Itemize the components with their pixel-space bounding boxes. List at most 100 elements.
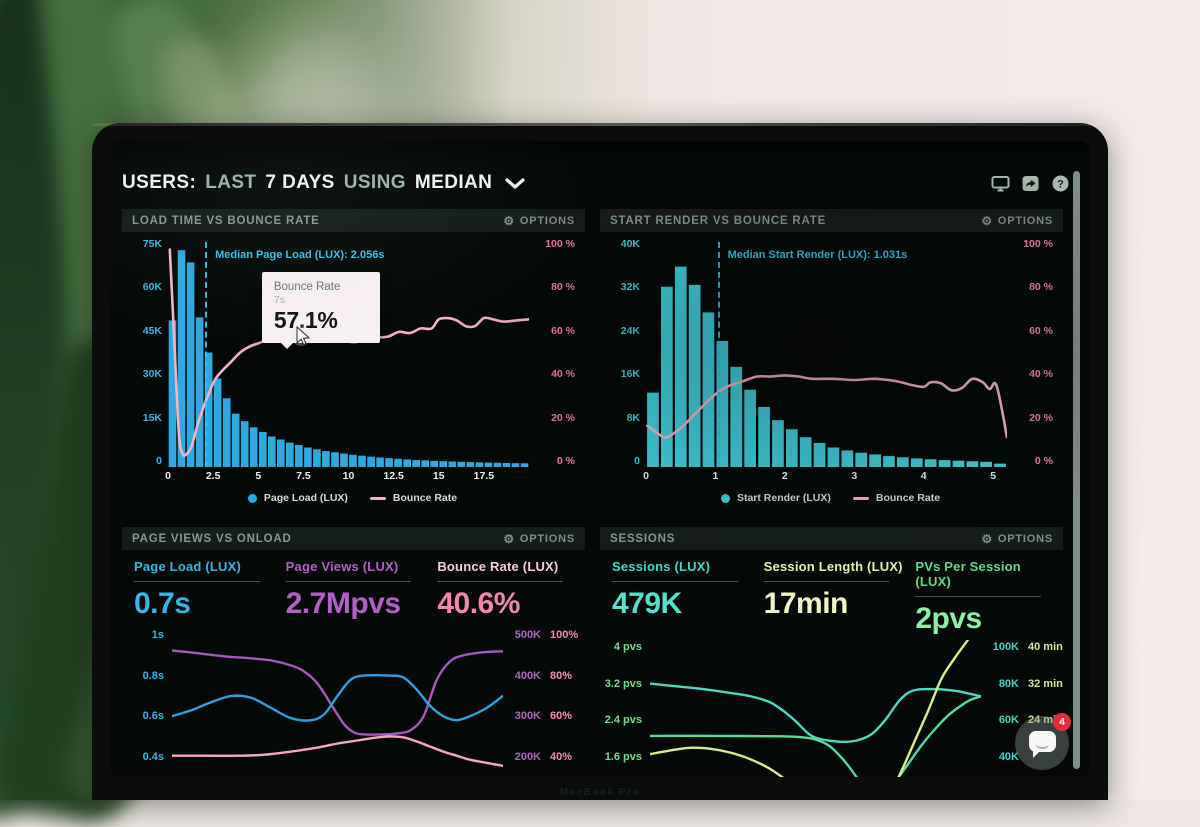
chart-tooltip: Bounce Rate 7s 57.1% <box>261 272 380 350</box>
metric-label: Page Views (LUX) <box>285 559 399 574</box>
median-label: Median Start Render (LUX): 1.031s <box>727 249 908 261</box>
legend-label: Start Render (LUX) <box>736 492 831 504</box>
legend-item: Start Render (LUX) <box>720 492 831 504</box>
metrics-row: Page Load (LUX) 0.7s Page Views (LUX) 2.7Mp… <box>122 550 585 625</box>
axis-value: 500K <box>514 629 541 642</box>
chart-plot[interactable] <box>650 640 981 777</box>
panel-page-views-vs-onload: PAGE VIEWS VS ONLOAD ⚙ OPTIONS Page Load… <box>122 527 585 777</box>
svg-text:?: ? <box>1057 178 1064 190</box>
x-axis-label: 2.5 <box>205 470 221 482</box>
y-axis-label: 200K 40% <box>507 751 572 763</box>
title-users: USERS: <box>122 172 197 193</box>
axis-value: 80% <box>550 669 573 682</box>
axis-value: 300K <box>514 710 541 723</box>
y-axis-label: 20 % <box>551 411 575 424</box>
x-axis-label: 10 <box>342 470 355 482</box>
y-axis-label: 300K 60% <box>507 710 572 722</box>
x-axis-label: 12.5 <box>383 470 404 482</box>
x-axis-label: 5 <box>255 470 262 482</box>
axis-value: 100% <box>550 629 579 642</box>
y-axis-label: 40 % <box>1029 368 1053 381</box>
metric: PVs Per Session (LUX) 2pvs <box>915 559 1057 636</box>
metric-value: 17min <box>763 587 849 620</box>
median-label: Median Page Load (LUX): 2.056s <box>215 249 385 261</box>
options-label: OPTIONS <box>997 214 1053 227</box>
y-axis-label: 24K <box>620 324 640 337</box>
metric: Page Views (LUX) 2.7Mpvs <box>285 559 428 625</box>
legend-item: Page Load (LUX) <box>247 492 348 504</box>
title-using: USING <box>343 172 406 193</box>
options-button[interactable]: ⚙ OPTIONS <box>503 533 575 545</box>
options-label: OPTIONS <box>519 214 575 227</box>
x-axis-label: 0 <box>165 470 171 482</box>
y-axis-label: 4 pvs <box>613 640 642 653</box>
axis-value: 40% <box>550 750 573 763</box>
options-button[interactable]: ⚙ OPTIONS <box>981 215 1053 227</box>
left-axis: 4 pvs 3.2 pvs 2.4 pvs 1.6 pvs <box>600 640 650 777</box>
chart-legend: Page Load (LUX) Bounce Rate <box>124 485 581 511</box>
options-button[interactable]: ⚙ OPTIONS <box>503 215 575 227</box>
x-axis-label: 1 <box>712 470 719 482</box>
page-views-chart: 1s 0.8s 0.6s 0.4s 500K 100% 400K 80% 300K 60% 200… <box>122 625 585 777</box>
y-axis-label: 0.4s <box>142 750 164 763</box>
metric-value: 40.6% <box>437 587 520 620</box>
options-label: OPTIONS <box>997 532 1053 545</box>
panel-title: SESSIONS <box>610 532 676 545</box>
panel-header: START RENDER VS BOUNCE RATE ⚙ OPTIONS <box>600 209 1063 232</box>
legend-item: Bounce Rate <box>852 492 940 504</box>
y-axis-label: 400K 80% <box>507 670 572 682</box>
metric-underline <box>134 581 260 582</box>
chat-widget-button[interactable]: 4 <box>1015 713 1071 770</box>
users-scope-dropdown[interactable]: USERS: LAST 7 DAYS USING MEDIAN <box>122 171 525 196</box>
help-icon[interactable]: ? <box>1051 175 1070 192</box>
panel-sessions: SESSIONS ⚙ OPTIONS Sessions (LUX) 479K Ses… <box>600 527 1063 777</box>
x-axis-label: 4 <box>920 470 927 482</box>
panel-header: LOAD TIME VS BOUNCE RATE ⚙ OPTIONS <box>122 209 585 232</box>
page-scrollbar[interactable] <box>1073 171 1080 769</box>
y-axis-label: 20 % <box>1029 411 1053 424</box>
chevron-down-icon <box>505 174 525 196</box>
tooltip-subtitle: 7s <box>273 294 285 307</box>
title-last: LAST <box>205 172 257 193</box>
y-axis-label: 45K <box>142 324 162 337</box>
metric-label: Page Load (LUX) <box>134 559 242 574</box>
title-7days: 7 DAYS <box>265 172 335 193</box>
metric-value: 479K <box>612 587 682 620</box>
chart-legend: Start Render (LUX) Bounce Rate <box>602 485 1059 511</box>
panel-title: LOAD TIME VS BOUNCE RATE <box>132 214 320 227</box>
y-axis-label: 60 % <box>1029 324 1053 337</box>
median-line-marker <box>205 242 208 467</box>
y-axis-label: 40K <box>620 238 640 250</box>
metric-underline <box>612 581 738 582</box>
left-axis: 40K 32K 24K 16K 8K 0 <box>602 238 646 467</box>
y-axis-label: 500K 100% <box>507 629 578 641</box>
metric-underline <box>915 596 1041 597</box>
legend-line-marker <box>852 496 869 500</box>
y-axis-label: 16K <box>620 368 640 381</box>
x-axis-label: 0 <box>643 470 649 482</box>
legend-dot <box>247 493 257 503</box>
y-axis-label: 0 <box>634 454 640 467</box>
display-icon[interactable] <box>991 175 1010 192</box>
x-axis-label: 3 <box>851 470 858 482</box>
y-axis-label: 3.2 pvs <box>604 677 642 690</box>
chart-plot[interactable] <box>172 629 503 777</box>
right-axis: 100 % 80 % 60 % 40 % 20 % 0 % <box>1007 238 1059 467</box>
gear-icon: ⚙ <box>981 531 993 546</box>
y-axis-label: 1.6 pvs <box>604 750 642 763</box>
y-axis-label: 30K <box>142 368 162 381</box>
chart-plot[interactable]: Median Start Render (LUX): 1.031s <box>646 238 1007 467</box>
y-axis-label: 2.4 pvs <box>604 714 642 727</box>
share-icon[interactable] <box>1021 175 1040 192</box>
legend-dot <box>720 493 730 503</box>
x-axis-label: 5 <box>990 470 997 482</box>
y-axis-label: 0.6s <box>142 710 164 723</box>
y-axis-label: 100 % <box>545 238 575 250</box>
chart-plot[interactable]: Median Page Load (LUX): 2.056s Bounce Rat… <box>168 238 529 467</box>
x-axis-label: 17.5 <box>473 470 495 482</box>
left-axis: 75K 60K 45K 30K 15K 0 <box>124 238 168 467</box>
x-axis-label: 7.5 <box>296 470 311 482</box>
gear-icon: ⚙ <box>503 531 515 546</box>
options-button[interactable]: ⚙ OPTIONS <box>981 533 1053 545</box>
start-render-vs-bounce-rate-svg <box>646 266 1007 467</box>
